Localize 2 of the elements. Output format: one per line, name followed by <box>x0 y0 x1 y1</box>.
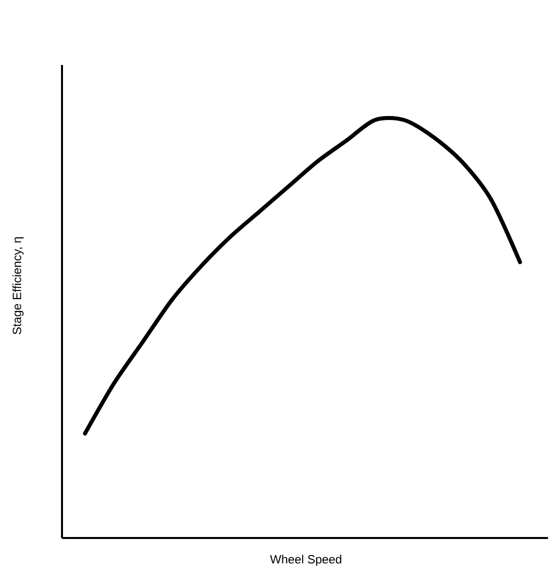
y-axis-title: Stage Efficiency, η <box>12 237 24 334</box>
x-axis-title: Wheel Speed <box>270 554 342 566</box>
